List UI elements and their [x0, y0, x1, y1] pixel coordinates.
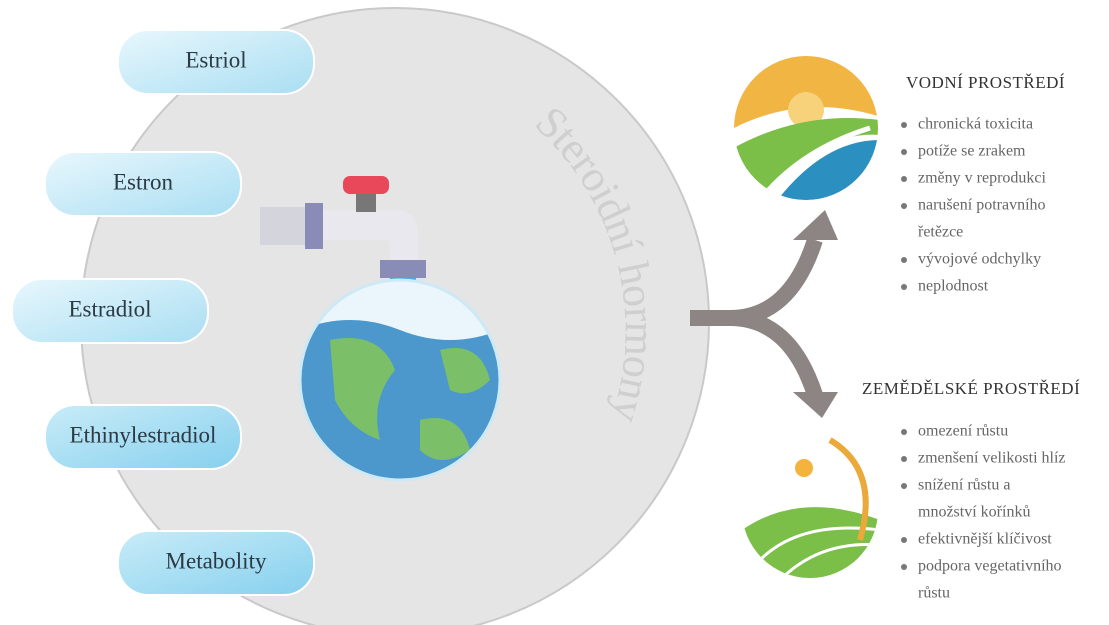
compound-label: Estradiol: [68, 296, 151, 321]
compound-pill: [44, 151, 242, 217]
river-icon: [734, 56, 878, 200]
bullet-dot: [901, 537, 907, 543]
bullet-text: chronická toxicita: [918, 116, 1033, 133]
bullet-dot: [901, 176, 907, 182]
arrow-head: [793, 210, 838, 240]
bullet-dot: [901, 284, 907, 290]
bullet-text: změny v reprodukci: [918, 170, 1047, 187]
compound-pill: [44, 404, 242, 470]
globe-rim: [298, 278, 502, 482]
bullet-text: narušení potravního: [918, 197, 1046, 214]
arrow-head: [793, 392, 838, 418]
bullet-dot: [901, 429, 907, 435]
section-title: ZEMĚDĚLSKÉ PROSTŘEDÍ: [862, 379, 1080, 398]
bullet-dot: [901, 564, 907, 570]
farm-icon: [742, 442, 878, 578]
compound-label: Metabolity: [166, 548, 267, 573]
compound-pill: [11, 278, 209, 344]
compound-label: Estriol: [185, 47, 246, 72]
bullet-text: vývojové odchylky: [918, 251, 1041, 268]
bullet-dot: [901, 122, 907, 128]
bullet-text: snížení růstu a: [918, 477, 1010, 494]
bullet-dot: [901, 149, 907, 155]
bullet-text: podpora vegetativního: [918, 558, 1062, 575]
bullet-dot: [901, 483, 907, 489]
section-title: VODNÍ PROSTŘEDÍ: [906, 73, 1065, 92]
compound-label: Ethinylestradiol: [70, 422, 217, 447]
wheat: [828, 437, 869, 541]
bullet-text: efektivnější klíčivost: [918, 531, 1052, 548]
bullet-dot: [901, 257, 907, 263]
compound-pill: [117, 530, 315, 596]
bullet-text: množství kořínků: [918, 504, 1030, 521]
bullet-text: růstu: [918, 585, 950, 602]
fork-arrow: [690, 237, 823, 398]
bullet-dot: [901, 203, 907, 209]
globe-icon: [300, 280, 500, 480]
bullet-text: řetězce: [918, 224, 963, 241]
bullet-text: omezení růstu: [918, 423, 1008, 440]
bullet-dot: [901, 456, 907, 462]
compound-pill: [117, 29, 315, 95]
compound-label: Estron: [113, 169, 174, 194]
bullet-text: zmenšení velikosti hlíz: [918, 450, 1066, 467]
bullet-text: neplodnost: [918, 278, 989, 295]
bullet-text: potíže se zrakem: [918, 143, 1026, 160]
